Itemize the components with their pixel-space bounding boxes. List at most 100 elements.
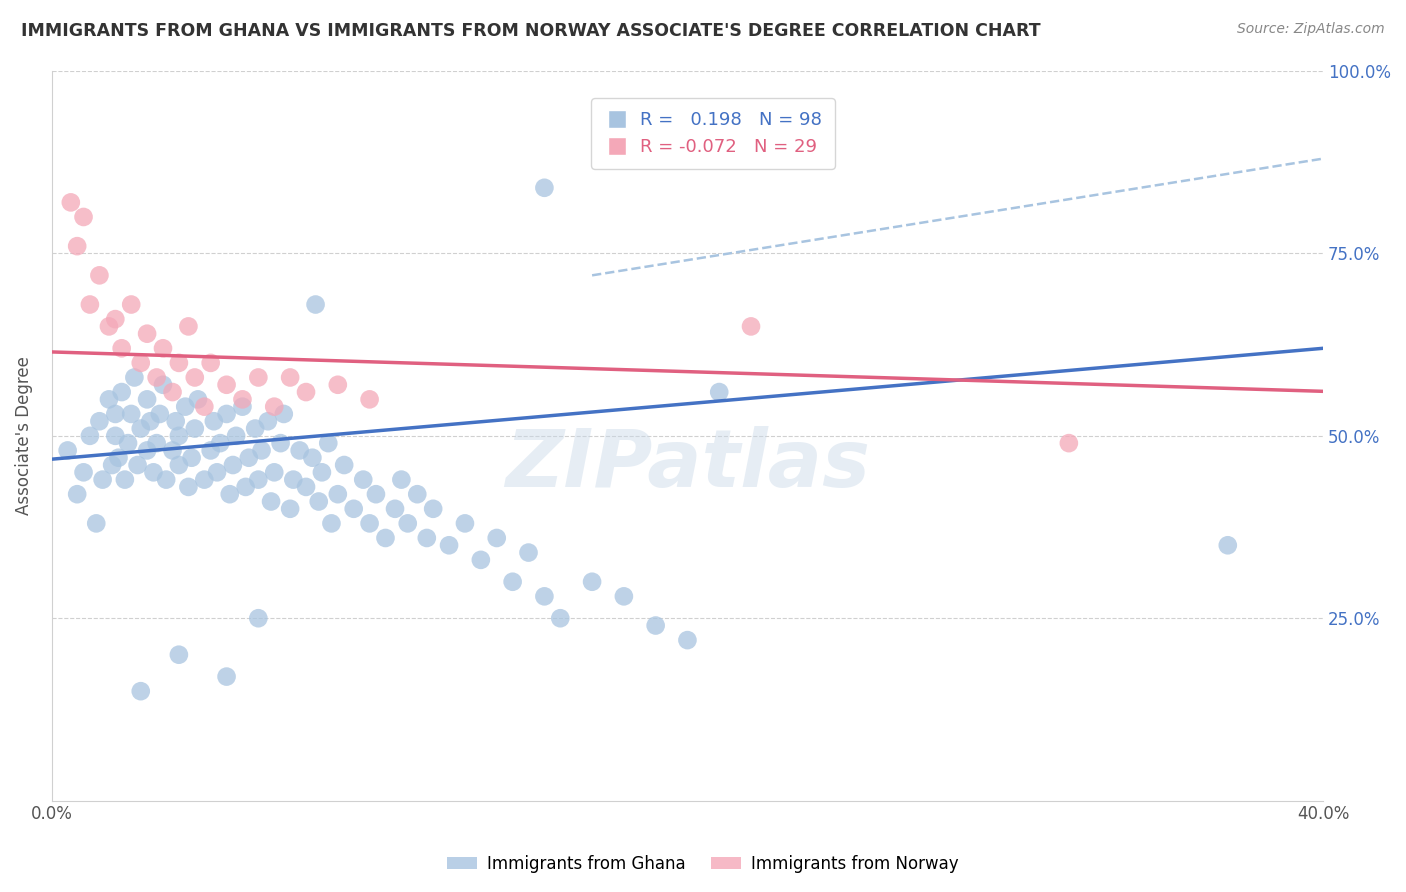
Point — [139, 414, 162, 428]
Point — [177, 480, 200, 494]
Point — [215, 407, 238, 421]
Point — [676, 633, 699, 648]
Point — [485, 531, 508, 545]
Point — [149, 407, 172, 421]
Y-axis label: Associate's Degree: Associate's Degree — [15, 357, 32, 516]
Point — [152, 341, 174, 355]
Point — [205, 466, 228, 480]
Point — [167, 458, 190, 472]
Point — [278, 501, 301, 516]
Point — [59, 195, 82, 210]
Point — [89, 268, 111, 283]
Point — [257, 414, 280, 428]
Point — [193, 473, 215, 487]
Point — [136, 392, 159, 407]
Point — [79, 429, 101, 443]
Point — [215, 377, 238, 392]
Point — [644, 618, 666, 632]
Point — [66, 487, 89, 501]
Point — [104, 429, 127, 443]
Point — [89, 414, 111, 428]
Point — [247, 611, 270, 625]
Point — [250, 443, 273, 458]
Point — [613, 590, 636, 604]
Point — [218, 487, 240, 501]
Point — [295, 385, 318, 400]
Point — [167, 429, 190, 443]
Point — [1216, 538, 1239, 552]
Point — [231, 400, 253, 414]
Point — [389, 473, 412, 487]
Point — [184, 421, 207, 435]
Point — [352, 473, 374, 487]
Point — [235, 480, 257, 494]
Point — [422, 501, 444, 516]
Point — [56, 443, 79, 458]
Point — [200, 443, 222, 458]
Point — [359, 516, 381, 531]
Point — [124, 370, 146, 384]
Point — [202, 414, 225, 428]
Point — [162, 385, 184, 400]
Point — [66, 239, 89, 253]
Point — [72, 466, 94, 480]
Point — [243, 421, 266, 435]
Point — [193, 400, 215, 414]
Point — [359, 392, 381, 407]
Point — [238, 450, 260, 465]
Text: Source: ZipAtlas.com: Source: ZipAtlas.com — [1237, 22, 1385, 37]
Point — [129, 684, 152, 698]
Point — [165, 414, 187, 428]
Point — [533, 590, 555, 604]
Point — [97, 392, 120, 407]
Point — [581, 574, 603, 589]
Point — [107, 450, 129, 465]
Text: IMMIGRANTS FROM GHANA VS IMMIGRANTS FROM NORWAY ASSOCIATE'S DEGREE CORRELATION C: IMMIGRANTS FROM GHANA VS IMMIGRANTS FROM… — [21, 22, 1040, 40]
Point — [321, 516, 343, 531]
Point — [91, 473, 114, 487]
Point — [333, 458, 356, 472]
Legend: Immigrants from Ghana, Immigrants from Norway: Immigrants from Ghana, Immigrants from N… — [440, 848, 966, 880]
Point — [278, 370, 301, 384]
Point — [136, 443, 159, 458]
Point — [270, 436, 292, 450]
Point — [364, 487, 387, 501]
Point — [111, 341, 134, 355]
Point — [709, 385, 731, 400]
Point — [416, 531, 439, 545]
Point — [155, 473, 177, 487]
Point — [111, 385, 134, 400]
Point — [273, 407, 295, 421]
Point — [502, 574, 524, 589]
Point — [326, 377, 349, 392]
Point — [517, 545, 540, 559]
Point — [129, 356, 152, 370]
Point — [104, 312, 127, 326]
Text: ZIPatlas: ZIPatlas — [505, 426, 870, 504]
Point — [145, 370, 167, 384]
Point — [177, 319, 200, 334]
Point — [288, 443, 311, 458]
Point — [136, 326, 159, 341]
Point — [79, 297, 101, 311]
Point — [101, 458, 124, 472]
Point — [120, 407, 142, 421]
Point — [200, 356, 222, 370]
Point — [550, 611, 572, 625]
Point — [97, 319, 120, 334]
Point — [152, 377, 174, 392]
Point — [454, 516, 477, 531]
Point — [316, 436, 339, 450]
Point — [263, 400, 285, 414]
Point — [187, 392, 209, 407]
Point — [174, 400, 197, 414]
Point — [231, 392, 253, 407]
Point — [343, 501, 366, 516]
Point — [533, 181, 555, 195]
Point — [84, 516, 107, 531]
Point — [283, 473, 305, 487]
Point — [114, 473, 136, 487]
Point — [260, 494, 283, 508]
Point — [396, 516, 419, 531]
Point — [167, 356, 190, 370]
